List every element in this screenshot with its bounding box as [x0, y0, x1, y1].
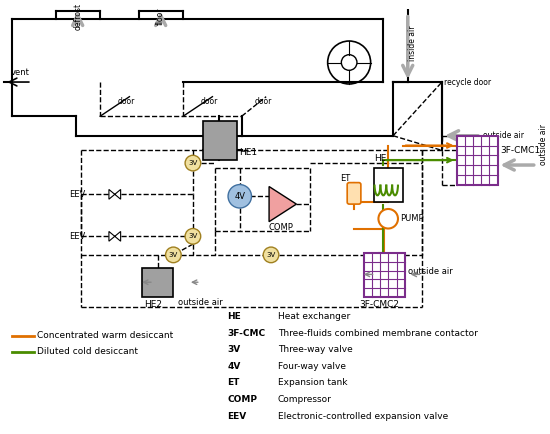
Text: outside air: outside air — [483, 131, 524, 140]
Polygon shape — [109, 231, 120, 241]
FancyBboxPatch shape — [347, 183, 361, 204]
Text: COMP: COMP — [227, 395, 257, 404]
Text: vent: vent — [10, 68, 29, 77]
Text: ET: ET — [340, 174, 350, 183]
Circle shape — [185, 229, 201, 244]
Circle shape — [185, 155, 201, 171]
Text: Three-fluids combined membrane contactor: Three-fluids combined membrane contactor — [278, 329, 478, 338]
Text: HE: HE — [227, 312, 241, 321]
Text: 3V: 3V — [227, 345, 240, 354]
Text: 3F-CMC2: 3F-CMC2 — [359, 300, 399, 309]
Text: 4V: 4V — [227, 362, 240, 371]
Text: HE2: HE2 — [144, 300, 162, 309]
Text: 3V: 3V — [169, 252, 178, 258]
Polygon shape — [109, 190, 120, 199]
Text: ET: ET — [227, 378, 239, 387]
Circle shape — [378, 209, 398, 229]
Text: Concentrated warm desiccant: Concentrated warm desiccant — [37, 332, 173, 340]
Text: EEV: EEV — [69, 190, 85, 199]
Text: Expansion tank: Expansion tank — [278, 378, 348, 387]
Text: EEV: EEV — [69, 232, 85, 241]
Bar — [373, 168, 403, 202]
Polygon shape — [269, 187, 296, 222]
Text: door: door — [118, 96, 135, 105]
Text: 3F-CMC: 3F-CMC — [227, 329, 265, 338]
Text: HE1: HE1 — [239, 148, 257, 157]
Text: outside air: outside air — [538, 124, 548, 165]
Text: 3V: 3V — [188, 233, 197, 239]
Text: inside air: inside air — [408, 25, 417, 61]
Bar — [202, 121, 237, 160]
Text: PUMP: PUMP — [400, 214, 424, 223]
Circle shape — [263, 247, 279, 263]
Text: Three-way valve: Three-way valve — [278, 345, 353, 354]
Text: Heat exchanger: Heat exchanger — [278, 312, 350, 321]
Bar — [364, 253, 405, 297]
Circle shape — [228, 184, 251, 208]
Text: 4V: 4V — [234, 192, 245, 201]
Text: Diluted cold desiccant: Diluted cold desiccant — [37, 347, 138, 356]
Text: 3V: 3V — [188, 160, 197, 166]
Text: COMP: COMP — [268, 223, 293, 232]
Bar — [142, 268, 173, 297]
Circle shape — [166, 247, 181, 263]
Text: outside air: outside air — [408, 267, 453, 276]
Text: EEV: EEV — [227, 411, 246, 421]
Text: door: door — [255, 96, 272, 105]
Text: floor: floor — [156, 8, 165, 25]
Text: HE: HE — [375, 154, 387, 163]
Text: 3F-CMC1: 3F-CMC1 — [500, 146, 541, 155]
Text: defrost: defrost — [73, 3, 82, 30]
Text: Compressor: Compressor — [278, 395, 332, 404]
Text: Four-way valve: Four-way valve — [278, 362, 346, 371]
Text: 3V: 3V — [266, 252, 276, 258]
Bar — [456, 136, 498, 184]
Text: outside air: outside air — [178, 298, 223, 307]
Text: Electronic-controlled expansion valve: Electronic-controlled expansion valve — [278, 411, 448, 421]
Text: recycle door: recycle door — [444, 78, 491, 86]
Text: door: door — [201, 96, 218, 105]
